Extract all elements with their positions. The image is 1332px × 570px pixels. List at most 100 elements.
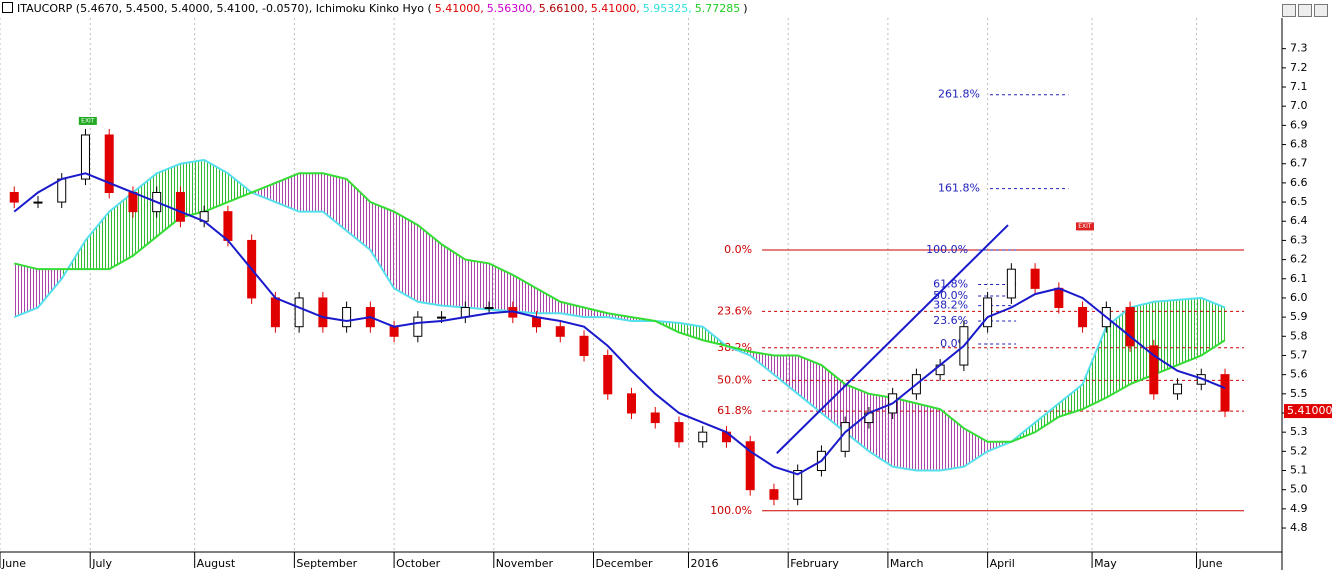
cloud [1201,297,1226,356]
x-tick-label: February [790,557,839,570]
candle-body [1054,287,1064,309]
y-tick-label: 7.0 [1290,99,1308,112]
fib-label: 100.0% [926,243,968,256]
cloud [1058,384,1083,417]
y-tick-label: 7.3 [1290,42,1308,55]
button[interactable] [1314,4,1328,17]
candle-body [674,422,684,443]
y-tick-label: 5.9 [1290,310,1308,323]
candle-body [1078,307,1088,328]
cloud [204,159,228,212]
cloud [773,355,798,394]
fib-label: 50.0% [933,289,968,302]
cloud [512,274,537,314]
header-text: 5.41000, [434,2,484,15]
window-buttons [1280,2,1328,21]
y-tick-label: 6.4 [1290,214,1308,227]
cloud [963,428,988,467]
x-tick-label: April [990,557,1015,570]
y-tick-label: 5.7 [1290,348,1308,361]
cloud [489,263,513,312]
cloud [109,192,133,270]
icon [2,2,13,13]
button[interactable] [1282,4,1296,17]
cloud [299,173,323,212]
x-tick-label: June [1,557,26,570]
button[interactable] [1298,4,1312,17]
cloud [916,403,941,471]
y-tick-label: 4.8 [1290,521,1308,534]
fib-label: 61.8% [717,404,752,417]
candle-body [128,191,138,213]
last-price-box [1284,404,1332,419]
header-text: 5.56300, [486,2,536,15]
line [14,172,1226,443]
fib-label: 0.0% [724,243,752,256]
x-tick-label: 2016 [690,557,718,570]
candle-body [1173,383,1183,395]
fib-label: 23.6% [933,314,968,327]
cloud [441,244,466,308]
cloud [275,173,300,212]
candle-body [9,191,19,203]
candle-body [1220,374,1230,412]
cloud [251,182,276,203]
cloud [1035,403,1059,433]
cloud [14,263,38,318]
cloud [1177,297,1202,366]
header-text: 5.77285 [694,2,741,15]
candle-body [175,191,185,222]
y-tick-label: 6.3 [1290,233,1308,246]
cloud [845,384,869,452]
cloud [1106,307,1131,398]
candle-body [627,393,637,414]
annotation-box [1075,222,1094,231]
y-tick-label: 5.3 [1290,425,1308,438]
y-tick-label: 5.8 [1290,329,1308,342]
fib-label: 161.8% [938,182,980,195]
candle-body [579,335,589,356]
cloud [1153,299,1178,375]
candle-body [745,441,755,491]
cloud [678,322,703,341]
y-tick-label: 6.1 [1290,272,1308,285]
fib-label: 261.8% [938,88,980,101]
candle-body [389,326,399,337]
candle-body [57,178,67,203]
header: ITAUCORP (5.4670, 5.4500, 5.4000, 5.4100… [0,0,1332,18]
candle-body [603,354,613,395]
line [13,158,1226,472]
candle-body [983,297,993,328]
candle-body [484,307,494,310]
line [13,172,1226,476]
candle-body [413,316,423,337]
x-tick-label: December [596,557,654,570]
fib-label: 50.0% [717,373,752,386]
candle-body [1149,345,1159,395]
candle-body [555,326,565,337]
x-tick-label: July [91,557,112,570]
y-tick-label: 4.9 [1290,502,1308,515]
annotation: EXIT [81,117,95,124]
x-tick-label: October [396,557,440,570]
y-tick-label: 7.1 [1290,80,1308,93]
x-tick-label: September [296,557,357,570]
y-tick-label: 6.9 [1290,118,1308,131]
y-tick-label: 6.8 [1290,138,1308,151]
candle-body [1125,307,1135,347]
header-text: 5.95325, [642,2,692,15]
annotation-box [78,116,97,125]
candle-body [80,134,90,180]
annotation: EXIT [1078,223,1092,230]
fib-label: 38.2% [933,299,968,312]
y-tick-label: 7.2 [1290,61,1308,74]
candle-body [650,412,660,424]
cloud [180,159,205,218]
x-tick-label: August [197,557,236,570]
header-text: ) [743,2,748,15]
y-tick-label: 5.2 [1290,444,1308,457]
cloud [37,269,62,308]
cloud [417,225,442,306]
cloud [536,288,561,314]
cloud [1130,301,1154,385]
